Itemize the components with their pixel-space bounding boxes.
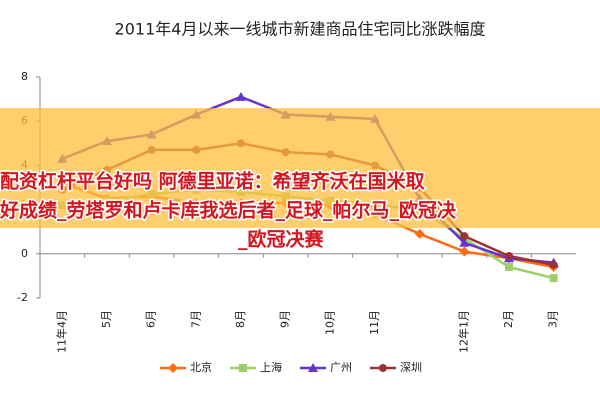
point [168,363,178,373]
x-tick-label: 10月 [323,310,336,335]
legend-label: 广州 [330,361,352,374]
point [239,364,247,372]
legend-label: 上海 [260,360,282,374]
y-tick-label: 0 [21,247,28,260]
overlay-banner [0,108,600,228]
overlay-text: 配资杠杆平台好吗 阿德里亚诺：希望齐沃在国米取 [0,170,425,193]
x-tick-label: 12年1月 [456,310,470,353]
point [308,363,318,372]
x-tick-label: 9月 [279,310,292,328]
x-tick-label: 7月 [189,310,202,328]
legend-label: 北京 [190,360,212,374]
y-tick-label: -2 [17,291,28,304]
point [505,252,513,261]
point [379,364,387,372]
x-tick-label: 11月 [368,310,381,335]
x-tick-label: 6月 [145,310,158,328]
x-tick-label: 11年4月 [54,310,68,353]
chart-title: 2011年4月以来一线城市新建商品住宅同比涨跌幅度 [115,20,486,39]
x-tick-label: 8月 [234,310,247,328]
point [549,274,558,283]
legend-label: 深圳 [400,361,422,374]
x-tick-label: 5月 [100,310,113,328]
x-tick-label: 3月 [547,310,560,328]
point [460,232,469,241]
y-tick-label: 8 [21,70,28,83]
point [414,228,425,239]
overlay-text: _欧冠决赛 [238,228,325,251]
point [459,246,470,257]
x-tick-label: 2月 [502,310,515,328]
overlay-text: 好成绩_劳塔罗和卢卡库我选后者_足球_帕尔马_欧冠决 [0,199,457,222]
point [236,91,246,101]
point [459,237,470,247]
point [549,260,558,269]
point [505,263,513,272]
